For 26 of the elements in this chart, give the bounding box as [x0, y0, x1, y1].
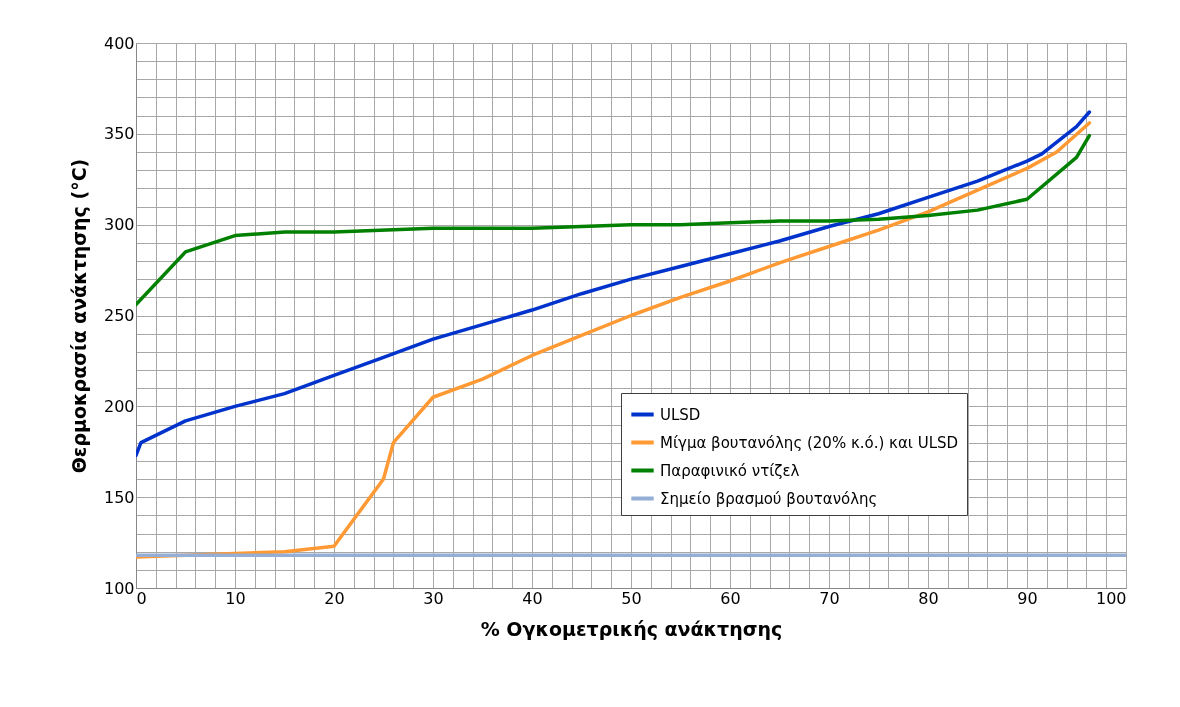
x-tick-label: 30 — [423, 588, 444, 608]
y-tick-label: 250 — [103, 306, 135, 325]
legend-label: Μίγμα βουτανόλης (20% κ.ό.) και ULSD — [660, 433, 959, 452]
line-series — [136, 121, 1092, 559]
y-tick-label: 200 — [103, 396, 135, 416]
x-tick-label: 80 — [918, 588, 939, 608]
x-tick-label: 50 — [621, 588, 642, 608]
y-tick-label: 400 — [103, 33, 135, 53]
y-tick-label: 300 — [103, 215, 135, 235]
x-tick-label: 20 — [324, 588, 345, 608]
y-axis-title: Θερμοκρασία ανάκτησης (°C) — [67, 158, 90, 474]
legend-label: Σημείο βρασμού βουτανόλης — [660, 489, 878, 508]
legend-label: Παραφινικό ντίζελ — [660, 461, 800, 480]
legend-label: ULSD — [660, 405, 701, 424]
x-tick-label: 10 — [225, 588, 246, 608]
x-tick-label: 90 — [1017, 588, 1038, 608]
x-tick-label: 60 — [720, 588, 741, 608]
line-series — [136, 133, 1092, 307]
x-tick-label: 0 — [136, 588, 147, 608]
x-tick-label: 70 — [819, 588, 840, 608]
line-series — [136, 110, 1092, 458]
x-tick-label: 100 — [1095, 588, 1127, 608]
x-tick-label: 40 — [522, 588, 543, 608]
y-tick-label: 150 — [103, 487, 135, 507]
x-axis-title: % Ογκομετρικής ανάκτησης — [480, 617, 783, 640]
y-tick-label: 350 — [103, 124, 135, 144]
